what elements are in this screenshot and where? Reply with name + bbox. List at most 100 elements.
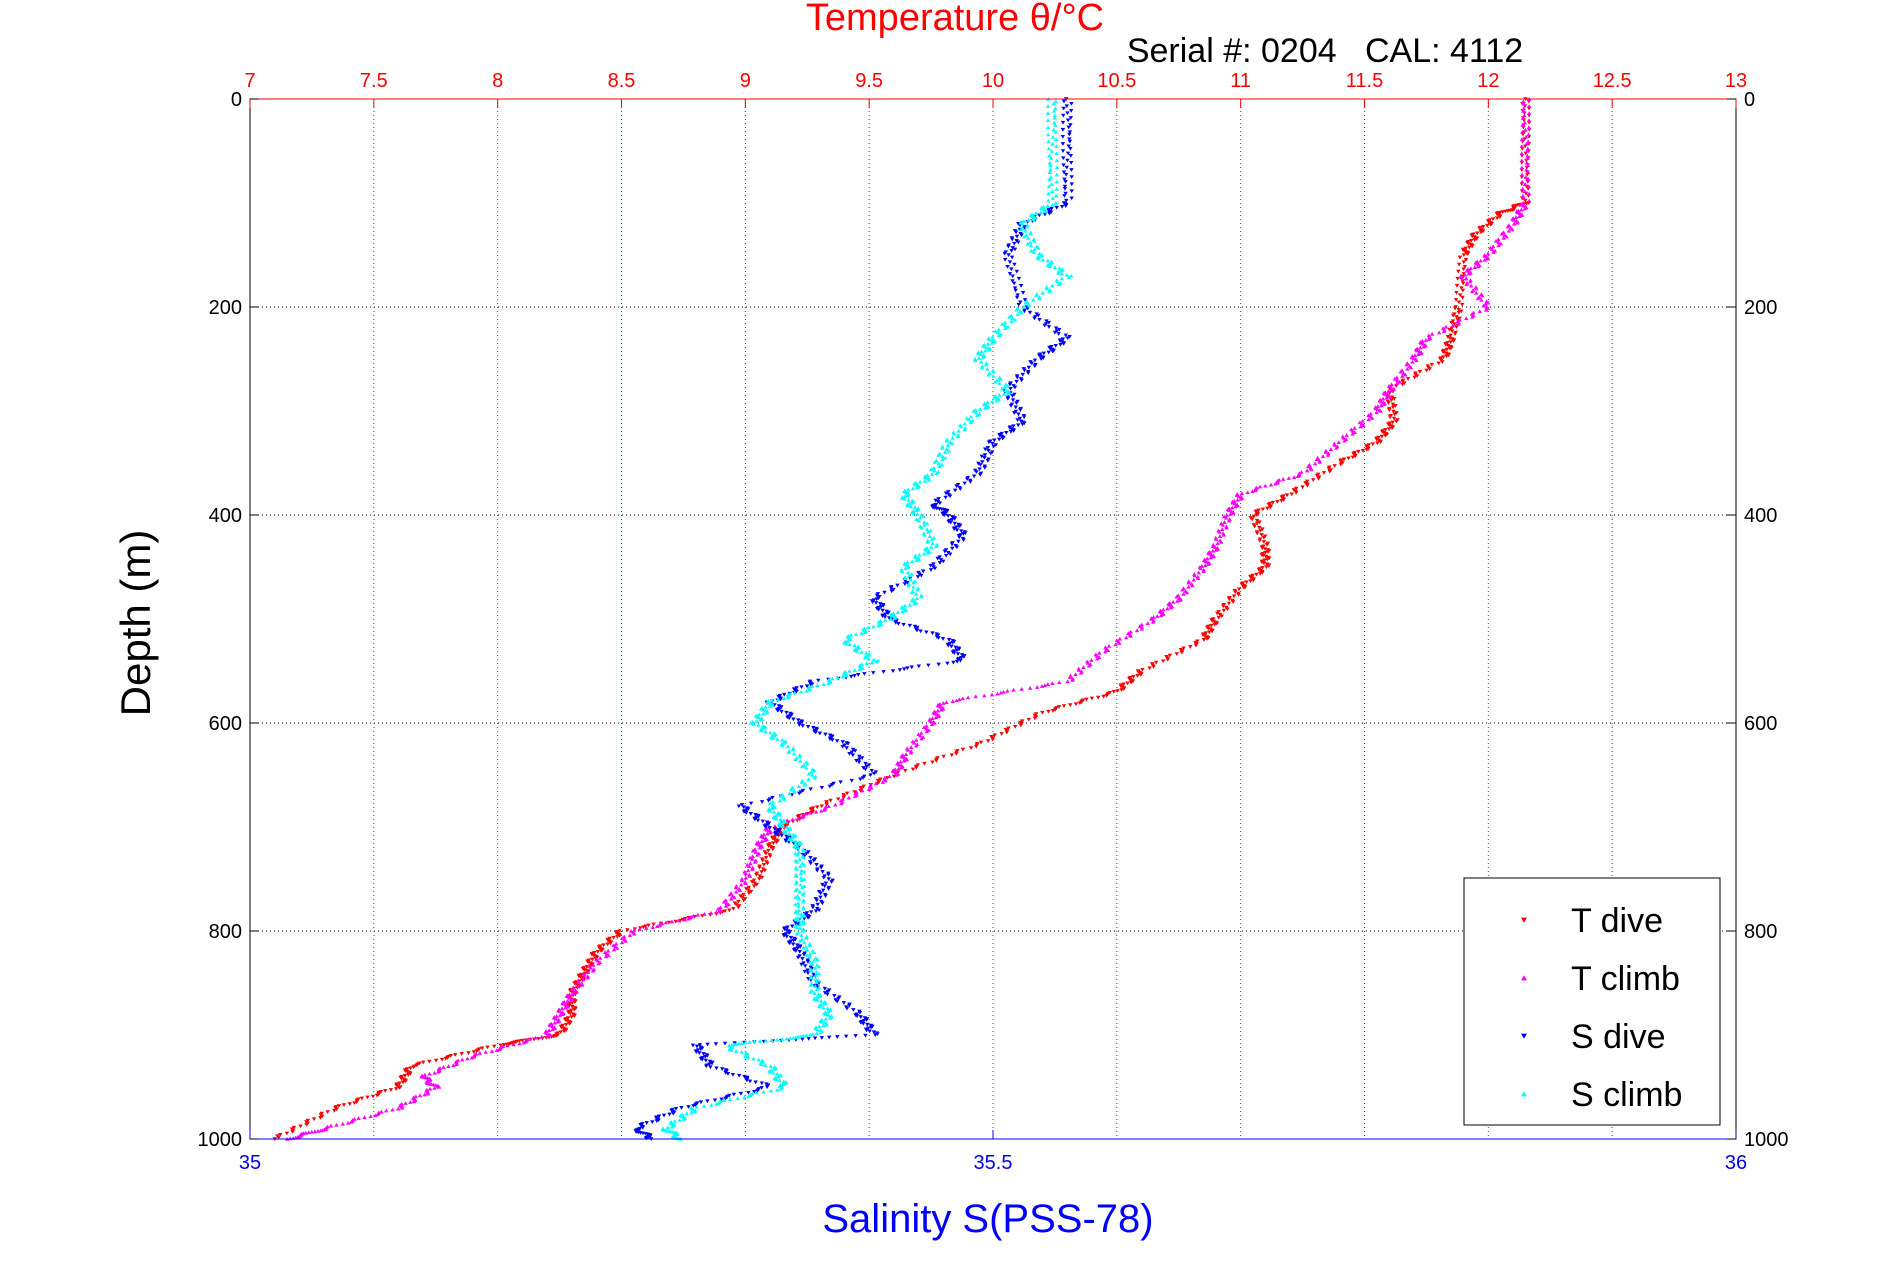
data-point [930,631,935,636]
data-point [796,918,802,923]
data-point [1052,120,1057,125]
data-point [1050,708,1056,713]
data-point [1257,538,1262,543]
data-point [765,700,770,704]
data-point [1046,289,1052,294]
data-point [1463,257,1469,262]
data-point [362,1115,367,1120]
data-point [794,925,800,929]
data-point [1459,275,1464,279]
data-point [667,1112,672,1117]
data-point [1230,505,1235,510]
data-point [1060,142,1066,146]
data-point [801,906,806,911]
data-point [552,1020,557,1025]
data-point [791,948,797,952]
data-point [849,750,855,755]
data-point [547,1028,552,1033]
data-point [768,1064,773,1068]
data-point [620,936,625,940]
data-point [827,1035,832,1040]
data-point [945,443,951,447]
data-point [1462,265,1468,269]
data-point [767,842,773,846]
data-point [1061,704,1067,708]
data-point [1065,111,1070,116]
temperature-tick-label: 12.5 [1593,70,1632,92]
data-point [1227,508,1232,513]
data-point [644,926,649,930]
data-point [903,579,908,584]
data-point [1019,310,1024,315]
data-point [1027,310,1033,315]
data-point [919,736,924,741]
data-point [982,344,988,349]
data-point [821,1001,827,1006]
data-point [1240,583,1245,587]
data-point [1027,686,1033,690]
data-point [1260,553,1266,558]
data-point [797,950,802,954]
data-point [1205,556,1210,561]
data-point [1394,375,1400,380]
data-point [793,851,798,856]
data-point [802,869,807,874]
data-point [763,1063,768,1068]
data-point [579,972,584,977]
data-point [940,637,946,641]
data-point [735,1096,740,1101]
data-point [876,623,881,628]
data-point [919,513,924,517]
data-point [937,555,942,560]
data-point [613,941,619,946]
data-point [916,518,921,523]
data-point [830,676,835,681]
data-point [436,1069,441,1074]
data-point [990,737,995,742]
data-point [953,645,958,650]
data-point [853,1034,858,1038]
data-point [598,949,604,953]
data-point [729,1048,734,1052]
data-point [975,413,980,418]
data-point [1381,430,1387,435]
data-point [922,478,928,483]
data-point [1060,135,1066,139]
data-point [1228,512,1233,516]
data-point [276,1135,281,1140]
data-point [1008,430,1014,434]
data-point [733,889,739,894]
data-point [1068,123,1073,127]
data-point [1460,288,1466,293]
data-point [1002,251,1007,256]
data-point [1391,416,1397,421]
data-point [1014,401,1019,405]
data-point [896,762,902,767]
data-point [1358,424,1363,429]
data-point [1464,282,1469,287]
data-point [763,851,769,856]
data-point [1520,186,1525,191]
data-point [746,888,751,893]
data-point [819,804,824,809]
data-point [914,508,919,513]
data-point [1155,614,1160,618]
data-point [1128,680,1134,685]
data-point [1067,137,1072,142]
data-point [694,1044,700,1049]
data-point [880,608,885,613]
data-point [748,812,753,816]
data-point [1186,580,1191,585]
data-point [401,1077,407,1082]
data-point [1053,201,1058,206]
data-point [395,1084,401,1089]
data-point [1316,476,1321,481]
data-point [1504,234,1509,239]
data-point [864,661,869,666]
data-point [1523,127,1528,132]
data-point [746,864,752,868]
data-point [1389,382,1394,387]
data-point [737,1073,742,1078]
data-point [1224,525,1229,530]
